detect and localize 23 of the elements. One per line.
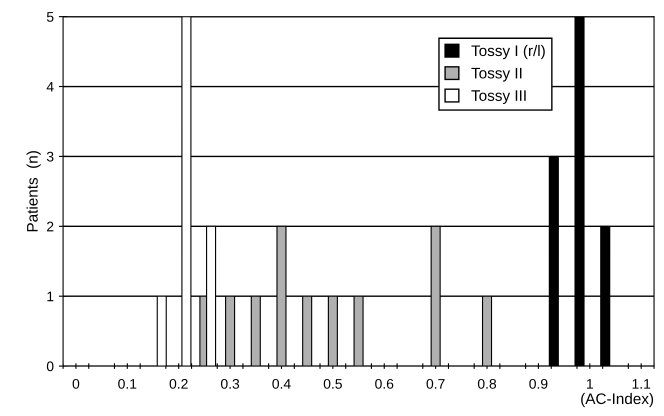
x-tick-label: 0.6 — [375, 378, 394, 389]
y-tick-label: 2 — [47, 222, 54, 232]
x-axis-title: (AC-Index) — [581, 392, 654, 408]
y-tick-label: 5 — [46, 12, 54, 22]
x-tick-label: 0.2 — [170, 378, 188, 389]
x-tick-label: 0.7 — [426, 378, 445, 389]
y-axis-title: Patients (n) — [26, 151, 41, 232]
y-tick-label: 1 — [47, 292, 54, 302]
x-tick-label: 0 — [72, 378, 80, 389]
y-tick-label: 4 — [46, 82, 54, 92]
x-tick-label: 1.1 — [632, 379, 650, 389]
x-tick-label: 0.3 — [220, 378, 240, 389]
y-tick-label: 3 — [46, 152, 54, 162]
x-tick-label: 0.9 — [529, 378, 548, 389]
y-tick-label: 0 — [46, 361, 54, 372]
legend-label: Tossy II — [471, 68, 522, 82]
legend-label: Tossy I (r/l) — [471, 44, 545, 60]
x-tick-label: 0.1 — [118, 378, 136, 389]
legend-label: Tossy III — [471, 90, 526, 104]
x-tick-label: 0.5 — [324, 378, 342, 389]
x-tick-label: 1 — [587, 379, 593, 389]
x-tick-label: 0.4 — [272, 378, 291, 389]
x-tick-label: 0.8 — [478, 378, 496, 389]
